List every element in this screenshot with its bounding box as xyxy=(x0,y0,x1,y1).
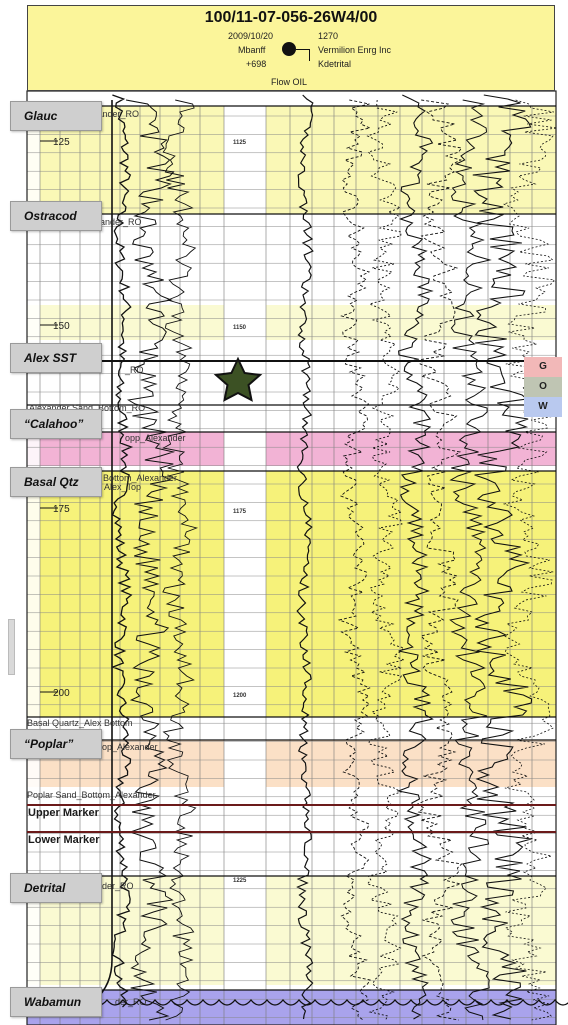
formation-label-calahoo: “Calahoo” xyxy=(10,409,102,439)
log-curve xyxy=(472,94,533,1020)
zone-fill xyxy=(27,990,556,1025)
gas-legend: G xyxy=(524,357,562,377)
formation-label-basal-qtz: Basal Qtz xyxy=(10,467,102,497)
pick-label: ander_RO xyxy=(92,881,134,891)
pick-label: op_Alexander xyxy=(102,742,158,752)
star-icon xyxy=(213,356,263,402)
formation-label-alex-sst: Alex SST xyxy=(10,343,102,373)
formation-label-glauc: Glauc xyxy=(10,101,102,131)
zone-fills xyxy=(27,91,556,1025)
formation-label-detrital: Detrital xyxy=(10,873,102,903)
depth-tick-175: 175 xyxy=(53,504,70,515)
track-depth-1175: 1175 xyxy=(233,509,247,515)
header-depth: 1270 xyxy=(318,31,339,41)
track-depth-1200: 1200 xyxy=(233,693,247,699)
track-depth-1225: 1225 xyxy=(233,878,247,884)
pick-label: _RO xyxy=(124,365,144,375)
depth-track xyxy=(224,106,266,990)
track-depth-1125: 1125 xyxy=(233,140,247,146)
water-legend: W xyxy=(524,397,562,417)
pick-label: ander_RO xyxy=(100,217,142,227)
oil-well-icon xyxy=(282,42,296,56)
log-curve xyxy=(125,99,176,1021)
depth-tick-150: 150 xyxy=(53,321,70,332)
log-curve xyxy=(296,94,314,1020)
side-scroll-tab[interactable] xyxy=(8,619,15,675)
header-date: 2009/10/20 xyxy=(228,31,274,41)
depth-column xyxy=(27,106,40,990)
formation-label-ostracod: Ostracod xyxy=(10,201,102,231)
log-curve xyxy=(396,94,434,1020)
header-field: Mbanff xyxy=(238,45,266,55)
pick-label: Bottom_Alexander xyxy=(103,473,177,483)
track-depth-1150: 1150 xyxy=(233,325,247,331)
formation-lines xyxy=(27,105,556,991)
log-curve xyxy=(366,99,406,1021)
pick-label: Alexander Sand_Bottom_RO xyxy=(29,403,145,413)
well-id: 100/11-07-056-26W4/00 xyxy=(204,9,378,26)
pick-label: Basal Quartz_Alex Bottom xyxy=(27,718,133,728)
pick-label: opp_Alexander xyxy=(125,433,186,443)
zone-fill xyxy=(27,340,556,361)
header-status: Flow OIL xyxy=(271,77,308,87)
zone-fill xyxy=(27,876,556,985)
zone-fill xyxy=(27,305,556,340)
log-curves xyxy=(94,94,558,1021)
pick-label: Poplar Sand_Bottom_Alexander xyxy=(27,790,156,800)
lower-marker-label: Lower Marker xyxy=(28,834,100,846)
log-curve xyxy=(416,99,463,1021)
pick-label: der_RO xyxy=(115,997,147,1007)
zone-fill xyxy=(27,740,556,787)
zone-fill xyxy=(27,106,556,214)
log-curve xyxy=(162,99,199,1021)
depth-tick-125: 125 xyxy=(53,137,70,148)
zone-fill xyxy=(27,214,556,305)
header-operator: Vermilion Enrg Inc xyxy=(318,45,392,55)
log-frame xyxy=(26,90,557,1025)
well-header: 100/11-07-056-26W4/00 2009/10/20 Mbanff … xyxy=(27,5,555,91)
log-curve xyxy=(502,99,558,1021)
formation-label-poplar: “Poplar” xyxy=(10,729,102,759)
well-symbol-tick xyxy=(309,49,310,61)
header-elevation: +698 xyxy=(246,59,267,69)
formation-label-wabamun: Wabamun xyxy=(10,987,102,1017)
log-curve xyxy=(111,94,134,1008)
upper-marker-label: Upper Marker xyxy=(28,807,100,819)
zone-fill xyxy=(27,432,556,466)
pick-label: Alex_Top xyxy=(104,482,141,492)
well-symbol-line xyxy=(296,49,310,50)
log-curve xyxy=(449,99,492,1021)
oil-legend: O xyxy=(524,377,562,397)
zone-fill xyxy=(27,471,556,717)
log-grid xyxy=(26,90,557,1025)
header-formation: Kdetrital xyxy=(318,59,352,69)
depth-tick-200: 200 xyxy=(53,688,70,699)
wabamun-contact-wave xyxy=(26,998,568,1006)
pick-label: Alexander_RO xyxy=(80,109,139,119)
